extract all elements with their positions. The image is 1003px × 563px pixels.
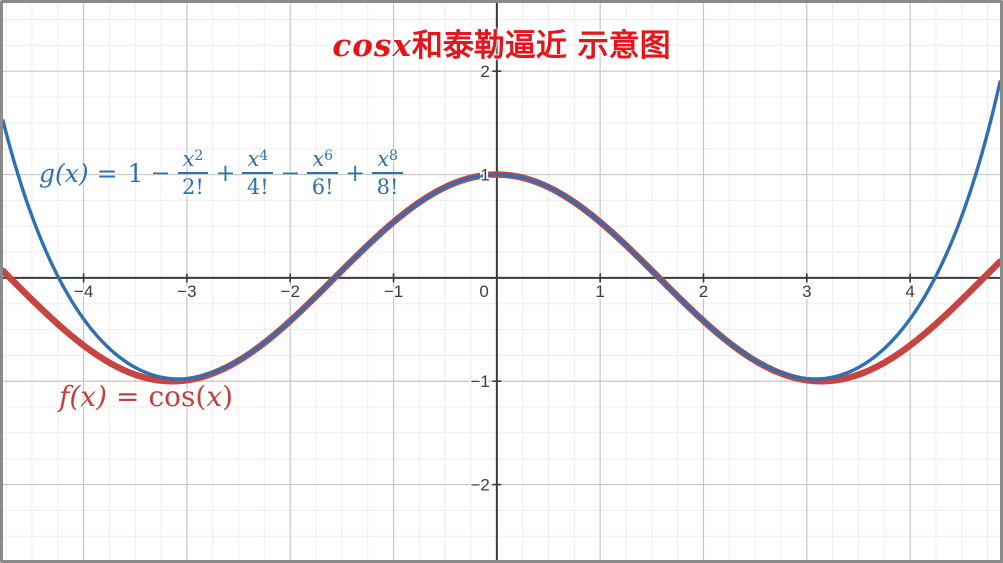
title-math-part: cosx	[332, 28, 412, 64]
tick-label: 0	[479, 282, 488, 301]
grid	[3, 3, 1000, 560]
g-label-operator: −	[280, 159, 301, 187]
tick-label: −1	[470, 372, 489, 391]
g-label-equals: =	[96, 158, 118, 188]
f-label-func: cos(	[148, 380, 207, 413]
tick-label: −1	[384, 282, 403, 301]
graph-canvas[interactable]: −4 −3 −2 −1 1 2 3 421−1−20	[3, 3, 1000, 560]
g-label-fraction: x2 2!	[177, 147, 209, 199]
f-label-lhs: f(x)	[59, 380, 108, 413]
tick-label: 1	[595, 282, 604, 301]
tick-label: −2	[470, 476, 489, 495]
tick-label: 1	[480, 166, 489, 185]
tick-label: −4	[74, 282, 93, 301]
axis-tick-labels: −4 −3 −2 −1 1 2 3 421−1−20	[72, 60, 916, 496]
g-label-fraction: x6 6!	[307, 147, 339, 199]
g-label-taylor-terms: − x2 2! + x4 4! − x6 6! + x8 8!	[143, 147, 403, 199]
g-label-constant: 1	[127, 158, 144, 188]
g-label-lhs: g(x)	[39, 158, 89, 188]
curve-g-taylor[interactable]	[3, 80, 1000, 381]
f-label-arg: x	[206, 380, 223, 413]
g-function-label: g(x) = 1 − x2 2! + x4 4! − x6 6! + x8 8!	[39, 137, 403, 209]
tick-label: 2	[699, 282, 708, 301]
g-label-fraction: x8 8!	[372, 147, 403, 199]
g-label-operator: −	[150, 159, 171, 187]
f-function-label: f(x) = cos(x)	[59, 380, 233, 413]
title-chinese-part: 和泰勒逼近 示意图	[411, 28, 671, 64]
plot-title: cosx和泰勒逼近 示意图	[3, 29, 1000, 63]
tick-label: 2	[480, 62, 489, 81]
g-label-fraction: x4 4!	[242, 147, 274, 199]
axes	[3, 3, 1000, 560]
tick-label: −2	[281, 282, 300, 301]
f-label-close: )	[222, 380, 234, 413]
tick-label: 4	[905, 282, 914, 301]
g-label-operator: +	[215, 159, 236, 187]
f-label-equals: =	[116, 380, 140, 413]
tick-label: −3	[177, 282, 196, 301]
g-label-operator: +	[345, 159, 366, 187]
tick-label: 3	[802, 282, 811, 301]
